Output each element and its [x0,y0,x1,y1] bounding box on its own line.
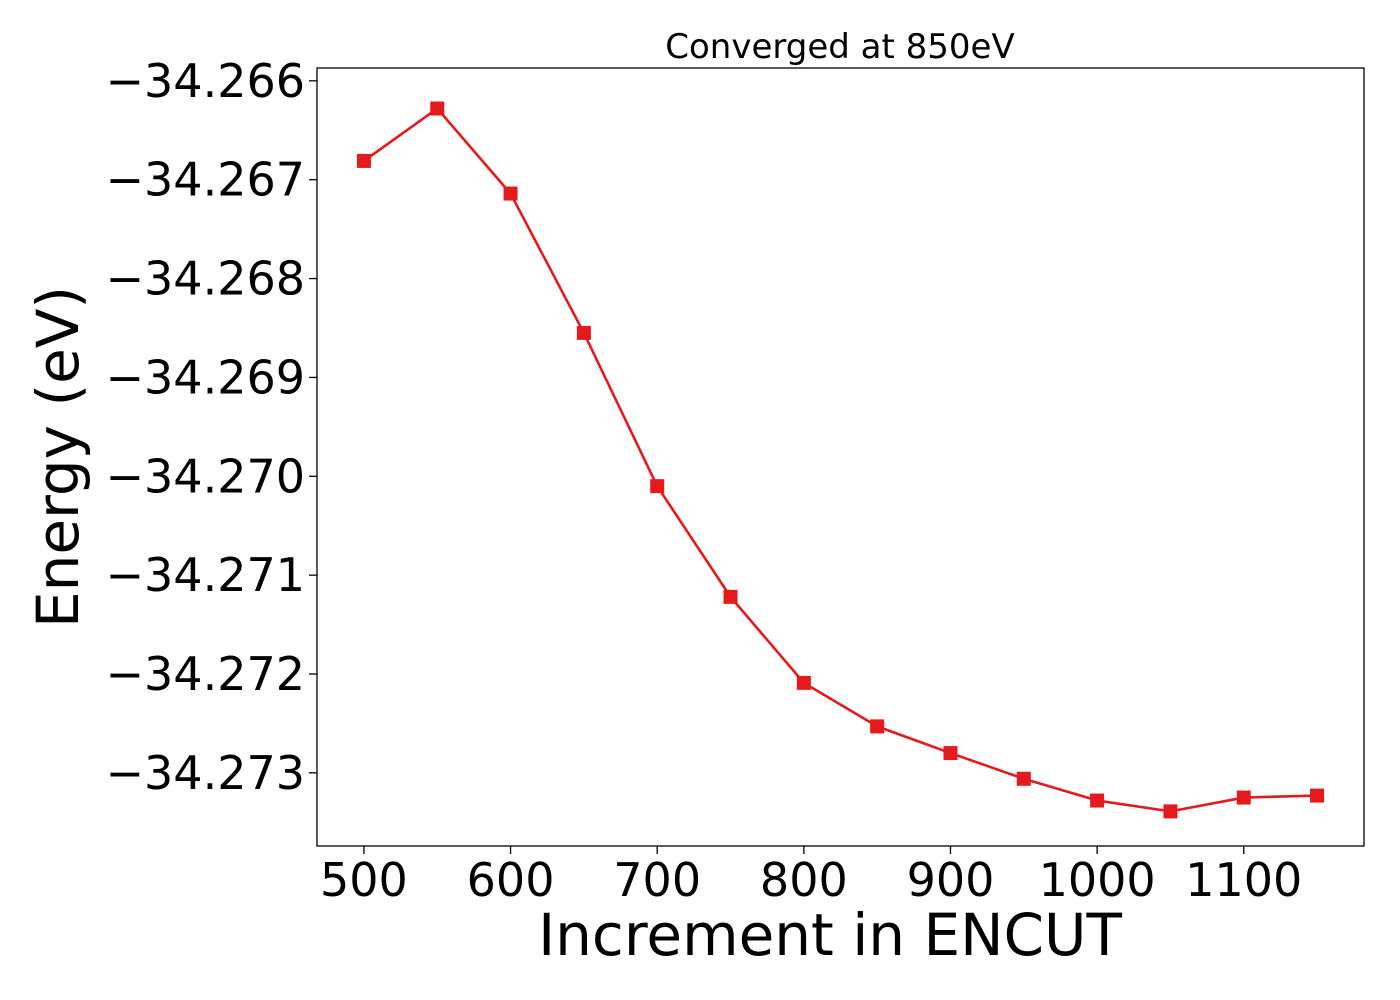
data-point-marker [796,675,811,690]
data-point-marker [723,589,738,604]
data-point-marker [1016,771,1031,786]
y-tick-label: −34.269 [106,350,306,404]
data-point-marker [430,101,445,116]
axis-tick-labels: 500 600 700 800 900 1000 1100 −34.266 −34.267 −34… [106,54,1303,907]
x-tick-label: 500 [320,853,408,907]
plot-frame [316,67,1365,847]
data-point-marker [1163,804,1178,819]
x-tick-label: 900 [907,853,995,907]
x-axis-label: Increment in ENCUT [538,901,1122,969]
x-tick-label: 800 [760,853,848,907]
axis-ticks [309,80,1245,854]
y-tick-label: −34.270 [106,449,306,503]
series-line [363,107,1318,813]
y-tick-label: −34.272 [106,647,306,701]
y-tick-label: −34.273 [106,746,306,800]
y-tick-label: −34.271 [106,548,306,602]
data-point-marker [576,325,591,340]
y-tick-label: −34.268 [106,252,306,306]
data-point-marker [1090,793,1105,808]
y-axis-label: Energy (eV) [24,286,92,628]
data-point-marker [943,746,958,761]
x-tick-label: 1100 [1185,853,1302,907]
data-point-marker [1236,790,1251,805]
x-tick-label: 600 [467,853,555,907]
y-tick-label: −34.266 [106,54,306,108]
data-point-marker [503,186,518,201]
data-point-marker [356,153,371,168]
data-point-marker [1310,788,1325,803]
series-layer [356,101,1325,819]
x-tick-label: 700 [613,853,701,907]
y-tick-label: −34.267 [106,153,306,207]
data-point-marker [870,719,885,734]
data-point-marker [650,479,665,494]
chart-title: Converged at 850eV [665,27,1014,67]
x-tick-label: 1000 [1039,853,1156,907]
